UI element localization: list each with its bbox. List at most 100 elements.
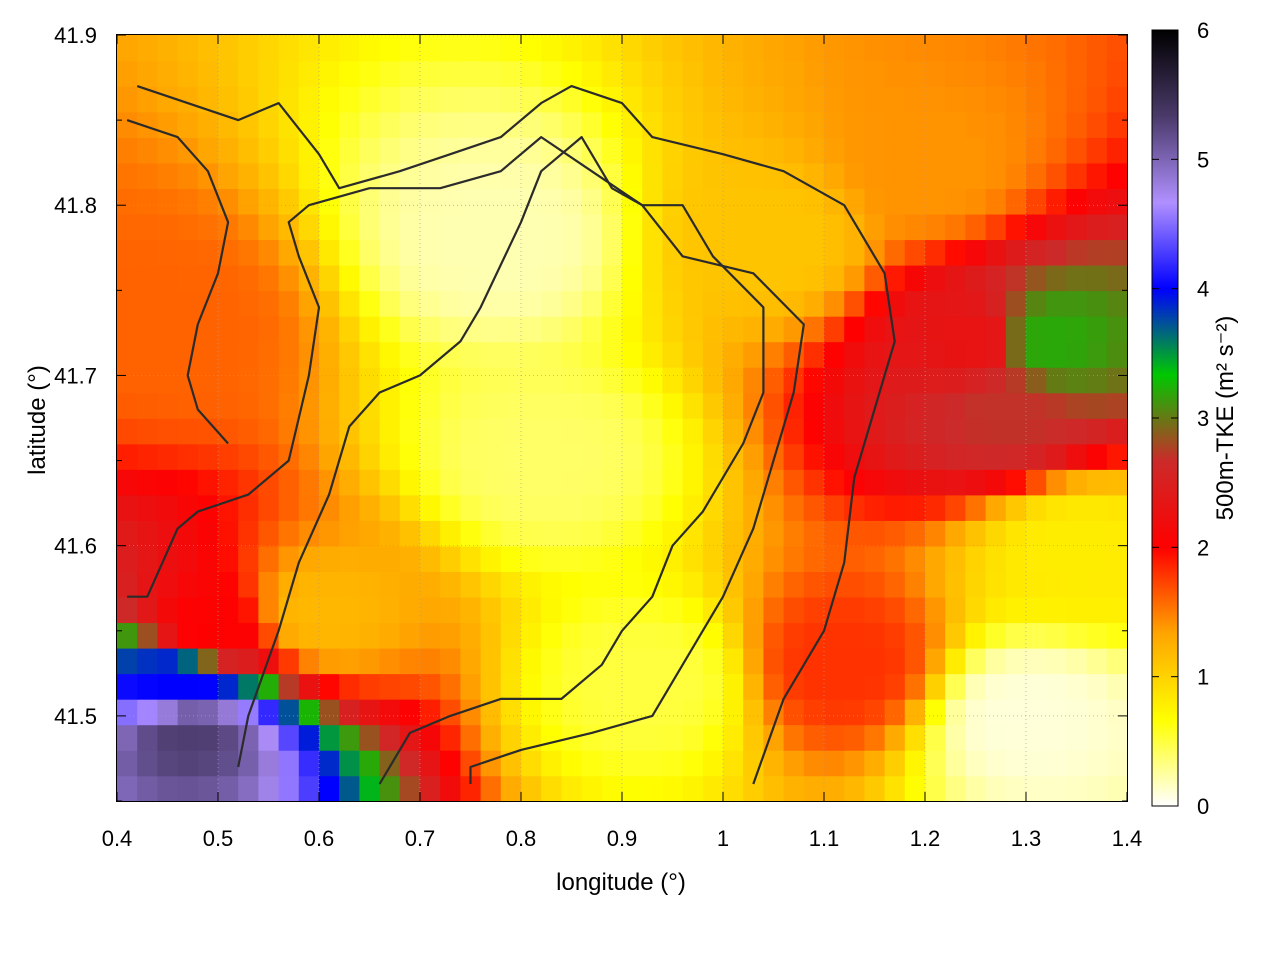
heatmap-cell (440, 622, 462, 649)
heatmap-cell (965, 418, 987, 445)
heatmap-cell (1046, 469, 1068, 496)
heatmap-cell (258, 724, 280, 751)
heatmap-cell (278, 749, 300, 777)
heatmap-cell (642, 188, 664, 215)
heatmap-cell (702, 315, 724, 343)
heatmap-cell (925, 545, 946, 572)
heatmap-cell (642, 443, 664, 470)
heatmap-cell (743, 673, 765, 700)
heatmap-cell (420, 111, 441, 138)
heatmap-cell (925, 341, 946, 368)
heatmap-cell (662, 188, 684, 215)
heatmap-cell (743, 162, 765, 189)
heatmap-cell (1106, 264, 1127, 292)
heatmap-cell (399, 35, 421, 62)
heatmap-cell (258, 749, 280, 777)
heatmap-cell (359, 749, 381, 777)
heatmap-cell (117, 443, 138, 470)
heatmap-cell (561, 162, 583, 189)
heatmap-cell (561, 239, 583, 266)
heatmap-cell (1026, 443, 1047, 470)
heatmap-cell (278, 315, 300, 343)
heatmap-cell (1066, 673, 1088, 700)
heatmap-cell (824, 647, 845, 675)
heatmap-cell (541, 264, 563, 292)
heatmap-cell (945, 111, 967, 138)
heatmap-cell (622, 545, 643, 572)
heatmap-cell (702, 239, 724, 266)
heatmap-cell (500, 520, 522, 547)
heatmap-cell (622, 469, 643, 496)
heatmap-cell (1046, 418, 1068, 445)
heatmap-cell (319, 341, 340, 368)
heatmap-cell (440, 111, 462, 138)
heatmap-cell (642, 647, 664, 675)
heatmap-cell (844, 698, 866, 726)
heatmap-cell (642, 520, 664, 547)
heatmap-cell (864, 137, 886, 164)
heatmap-cell (904, 315, 926, 343)
heatmap-cell (864, 571, 886, 598)
heatmap-cell (238, 239, 260, 266)
heatmap-cell (904, 698, 926, 726)
heatmap-cell (581, 86, 603, 113)
heatmap-cell (662, 443, 684, 470)
heatmap-cell (1086, 213, 1108, 241)
heatmap-cell (622, 673, 643, 700)
heatmap-cell (359, 494, 381, 521)
heatmap-cell (925, 35, 946, 62)
heatmap-cell (440, 162, 462, 189)
heatmap-cell (1026, 239, 1047, 266)
heatmap-cell (238, 775, 260, 802)
heatmap-cell (460, 213, 482, 241)
heatmap-cell (1026, 749, 1047, 777)
heatmap-cell (985, 392, 1007, 419)
heatmap-cell (440, 418, 462, 445)
heatmap-cell (601, 775, 623, 802)
heatmap-cell (1046, 520, 1068, 547)
heatmap-cell (904, 111, 926, 138)
heatmap-cell (177, 494, 199, 521)
heatmap-cell (723, 647, 744, 675)
heatmap-cell (278, 724, 300, 751)
heatmap-cell (642, 622, 664, 649)
heatmap-cell (117, 366, 138, 394)
heatmap-cell (399, 494, 421, 521)
heatmap-cell (420, 86, 441, 113)
heatmap-cell (702, 443, 724, 470)
heatmap-cell (642, 315, 664, 343)
heatmap-field (117, 35, 1127, 802)
heatmap-cell (137, 162, 159, 189)
heatmap-cell (622, 35, 643, 62)
heatmap-cell (500, 392, 522, 419)
heatmap-cell (884, 35, 906, 62)
heatmap-cell (561, 443, 583, 470)
heatmap-cell (1066, 596, 1088, 624)
heatmap-cell (844, 647, 866, 675)
heatmap-cell (420, 494, 441, 521)
heatmap-cell (460, 418, 482, 445)
heatmap-cell (359, 418, 381, 445)
heatmap-cell (642, 775, 664, 802)
heatmap-cell (238, 366, 260, 394)
heatmap-cell (824, 418, 845, 445)
heatmap-cell (500, 290, 522, 317)
heatmap-cell (218, 162, 239, 189)
heatmap-cell (945, 571, 967, 598)
heatmap-cell (662, 520, 684, 547)
heatmap-cell (319, 86, 340, 113)
heatmap-cell (480, 622, 502, 649)
heatmap-cell (238, 520, 260, 547)
heatmap-cell (601, 111, 623, 138)
heatmap-cell (238, 545, 260, 572)
heatmap-cell (218, 494, 239, 521)
heatmap-cell (197, 418, 219, 445)
heatmap-cell (783, 520, 805, 547)
heatmap-cell (258, 341, 280, 368)
heatmap-cell (541, 673, 563, 700)
heatmap-cell (682, 673, 704, 700)
heatmap-cell (904, 622, 926, 649)
y-axis-label: latitude (°) (24, 365, 51, 475)
heatmap-cell (359, 622, 381, 649)
heatmap-cell (399, 469, 421, 496)
